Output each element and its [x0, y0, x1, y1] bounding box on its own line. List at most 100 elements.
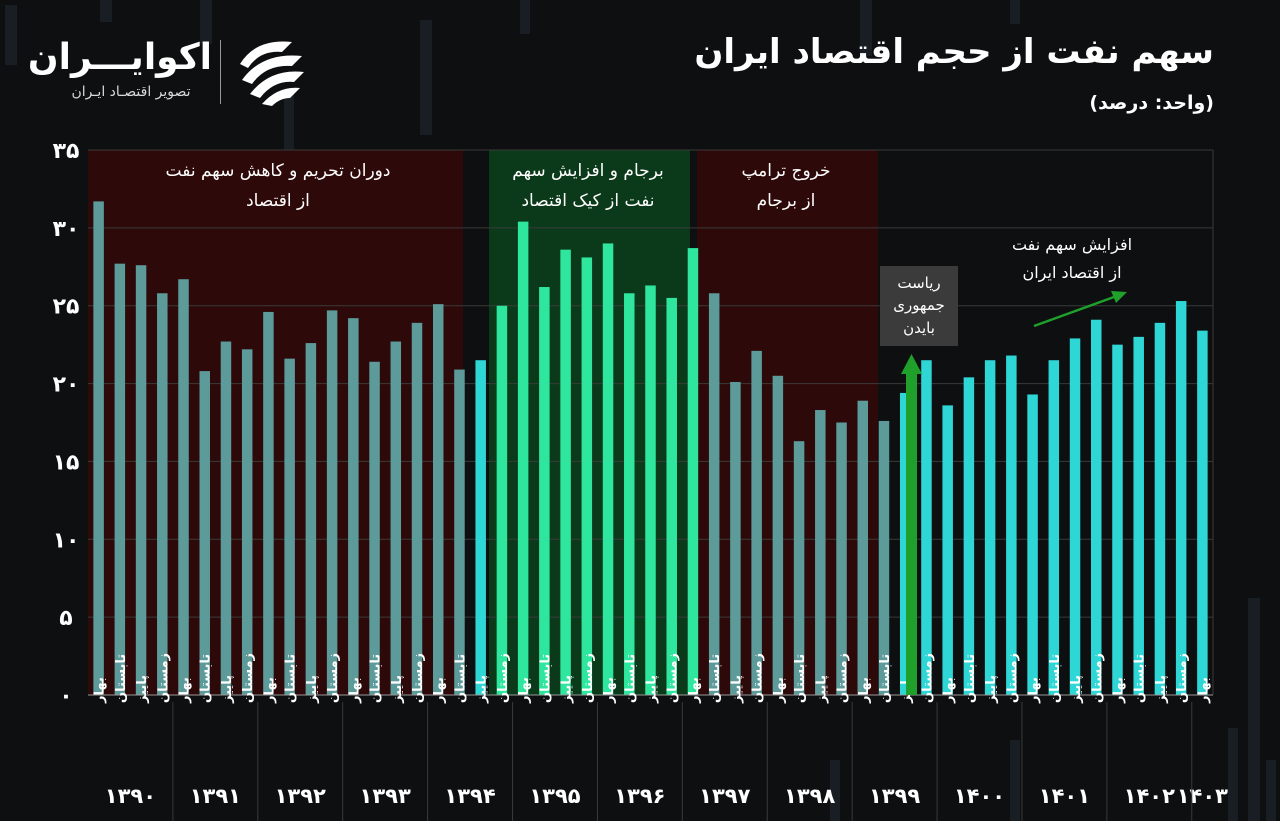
bar: [1027, 394, 1038, 695]
bar: [815, 410, 826, 695]
bar: [454, 369, 465, 695]
bar: [921, 360, 932, 695]
y-tick-label: ۲۵: [53, 295, 80, 320]
year-label: ۱۳۹۰: [105, 784, 156, 808]
season-label: زمستان: [751, 653, 766, 703]
season-label: بهار: [772, 677, 787, 704]
season-label: تابستان: [114, 654, 129, 703]
season-label: پاییز: [390, 675, 405, 704]
bar: [899, 392, 911, 695]
brand-name: اکوایـــران: [27, 37, 212, 78]
brand-divider: [220, 40, 221, 104]
season-label: بهار: [517, 677, 532, 704]
bar: [220, 341, 232, 695]
bar: [963, 377, 975, 695]
season-label: بهار: [602, 677, 617, 704]
bar: [93, 201, 104, 695]
biden-arrow: [901, 354, 922, 695]
y-axis-ticks: ۰ ۵ ۱۰ ۱۵ ۲۰ ۲۵ ۳۰ ۳۵: [53, 139, 80, 709]
year-label: ۱۳۹۱: [190, 784, 241, 808]
year-label: ۱۳۹۲: [275, 784, 326, 808]
brand-tagline: تصویر اقتصـاد ایـران: [71, 84, 191, 100]
y-tick-label: ۳۵: [53, 139, 80, 164]
y-tick-label: ۲۰: [53, 373, 80, 398]
season-label: پاییز: [984, 675, 999, 704]
season-label: زمستان: [581, 653, 596, 703]
bar: [241, 349, 253, 695]
bar: [1197, 330, 1208, 695]
bar: [135, 265, 147, 695]
season-label: پاییز: [220, 675, 235, 704]
bar: [857, 400, 869, 695]
biden-callout: [880, 266, 958, 346]
season-label: بهار: [687, 677, 702, 704]
season-label: پاییز: [729, 675, 744, 704]
season-label: پاییز: [560, 675, 575, 704]
bar: [390, 341, 402, 695]
bar: [411, 322, 423, 695]
bar: [496, 305, 508, 695]
season-label: تابستان: [623, 654, 638, 703]
bar: [539, 287, 550, 695]
zone-jcpoa-line2: نفت از کیک اقتصاد: [521, 191, 654, 211]
season-label: تابستان: [963, 654, 978, 703]
season-label: بهار: [178, 677, 193, 704]
bar: [836, 422, 847, 695]
season-label: بهار: [262, 677, 277, 704]
season-label: زمستان: [241, 653, 256, 703]
bar: [560, 249, 571, 695]
bar: [984, 360, 996, 695]
bar: [178, 279, 189, 695]
chart-unit: (واحد: درصد): [1089, 92, 1214, 114]
season-label: بهار: [857, 677, 872, 704]
biden-callout-line2: جمهوری: [893, 296, 945, 314]
bar: [1069, 338, 1081, 695]
season-label: زمستان: [920, 653, 935, 703]
bar: [942, 405, 953, 695]
season-label: بهار: [942, 677, 957, 704]
season-label: پاییز: [1154, 675, 1169, 704]
season-label: بهار: [1196, 677, 1211, 704]
increase-arrow: [1033, 291, 1127, 328]
season-label: بهار: [347, 677, 362, 704]
year-label: ۱۳۹۸: [784, 784, 835, 808]
zone-trump-line2: از برجام: [757, 191, 816, 211]
season-label: پاییز: [814, 675, 829, 704]
bar: [199, 371, 210, 695]
season-label: زمستان: [326, 653, 341, 703]
year-label: ۱۴۰۱: [1039, 784, 1090, 808]
season-label: تابستان: [708, 654, 723, 703]
season-label: زمستان: [836, 653, 851, 703]
season-label: تابستان: [538, 654, 553, 703]
bar: [1048, 360, 1060, 695]
zone-trump-line1: خروج ترامپ: [741, 161, 830, 181]
increase-note-line2: از اقتصاد ایران: [1022, 263, 1121, 283]
bar: [581, 257, 593, 695]
y-tick-label: ۱۵: [53, 450, 80, 475]
season-label: زمستان: [1175, 653, 1190, 703]
bar: [263, 311, 274, 695]
bar: [687, 248, 699, 695]
season-label: تابستان: [1048, 654, 1063, 703]
season-label: پاییز: [475, 675, 490, 704]
season-label: تابستان: [878, 654, 893, 703]
bar: [157, 293, 168, 695]
y-tick-label: ۱۰: [53, 528, 80, 553]
bar: [1091, 319, 1102, 695]
bar: [878, 420, 890, 695]
zone-sanction-line2: از اقتصاد: [246, 191, 310, 211]
season-label: پاییز: [1069, 675, 1084, 704]
year-label: ۱۳۹۷: [699, 784, 750, 808]
year-label: ۱۳۹۶: [614, 784, 665, 808]
zone-sanction-line1: دوران تحریم و کاهش سهم نفت: [166, 161, 391, 181]
bar: [284, 358, 295, 695]
bars: [93, 201, 1208, 695]
bar: [517, 221, 529, 695]
brand-logo-icon: [240, 41, 304, 106]
season-labels: بهار تابستان پاییز زمستان بهار تابستان پاییز زم…: [93, 653, 1212, 704]
bar: [348, 318, 359, 695]
season-label: زمستان: [496, 653, 511, 703]
bar: [114, 263, 126, 695]
biden-callout-line3: بایدن: [903, 319, 935, 337]
